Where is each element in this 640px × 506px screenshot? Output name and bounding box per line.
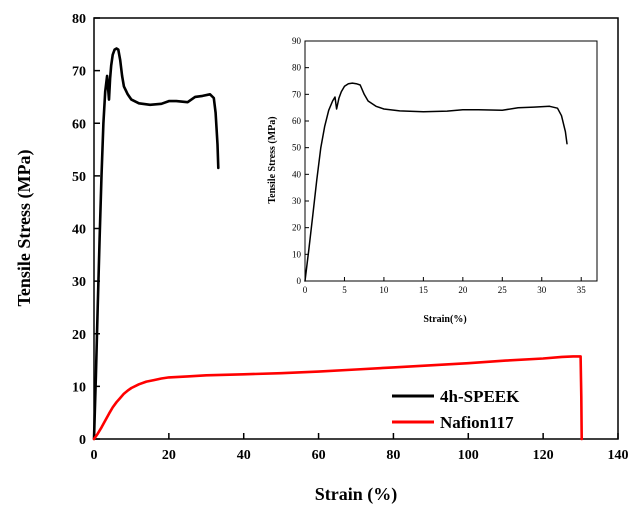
- inset-series-line-series-0: [304, 82, 568, 282]
- main-x-ticks: 0 20 40 60 80 100 120 140: [91, 433, 629, 463]
- inset-y-tick-label: 20: [292, 223, 302, 233]
- main-y-tick-label: 40: [72, 223, 86, 238]
- main-x-tick-label: 120: [533, 448, 554, 463]
- main-x-tick-label: 20: [162, 448, 176, 463]
- main-x-axis-label: Strain (%): [315, 484, 398, 505]
- main-x-tick-label: 140: [608, 448, 629, 463]
- inset-plot-frame: [304, 40, 598, 282]
- main-x-tick-label: 80: [386, 448, 400, 463]
- inset-y-tick-label: 40: [292, 169, 302, 179]
- main-x-tick-label: 60: [312, 448, 326, 463]
- inset-x-tick-label: 30: [537, 285, 547, 295]
- main-plot-frame: [93, 17, 619, 440]
- main-series-lines: [92, 47, 584, 441]
- main-y-tick-label: 70: [72, 65, 86, 80]
- inset-x-tick-label: 15: [419, 285, 429, 295]
- inset-x-tick-label: 10: [379, 285, 389, 295]
- inset-chart: 0 5 10 15 20 25 30 35 0 10 20 30 40 50 60 70 80 90 Strai…: [267, 36, 598, 325]
- inset-x-tick-label: 20: [458, 285, 468, 295]
- inset-x-axis-label: Strain(%): [423, 314, 466, 325]
- main-x-tick-label: 40: [237, 448, 251, 463]
- main-y-tick-label: 0: [79, 433, 86, 448]
- main-y-tick-label: 80: [72, 12, 86, 27]
- inset-y-tick-label: 70: [292, 89, 302, 99]
- main-y-tick-label: 60: [72, 117, 86, 132]
- inset-x-tick-label: 0: [303, 285, 308, 295]
- main-series-line-4h-speek: [92, 47, 220, 441]
- main-series-line-nafion117: [92, 355, 584, 441]
- main-x-tick-label: 0: [91, 448, 98, 463]
- legend-label-4h-speek: 4h-SPEEK: [440, 387, 520, 406]
- main-y-tick-label: 20: [72, 328, 86, 343]
- main-y-tick-label: 30: [72, 275, 86, 290]
- main-y-axis-label: Tensile Stress (MPa): [14, 150, 35, 307]
- inset-x-tick-label: 5: [342, 285, 347, 295]
- inset-y-tick-label: 80: [292, 63, 302, 73]
- inset-y-ticks: 0 10 20 30 40 50 60 70 80 90: [292, 36, 309, 286]
- main-x-tick-label: 100: [458, 448, 479, 463]
- inset-y-tick-label: 0: [297, 276, 302, 286]
- main-y-tick-label: 50: [72, 170, 86, 185]
- inset-y-tick-label: 50: [292, 143, 302, 153]
- inset-y-tick-label: 60: [292, 116, 302, 126]
- inset-y-tick-label: 10: [292, 249, 302, 259]
- inset-x-tick-label: 25: [498, 285, 508, 295]
- legend-label-nafion117: Nafion117: [440, 413, 514, 432]
- inset-y-tick-label: 30: [292, 196, 302, 206]
- inset-x-tick-label: 35: [577, 285, 587, 295]
- main-y-tick-label: 10: [72, 380, 86, 395]
- inset-y-tick-label: 90: [292, 36, 302, 46]
- inset-series-lines: [304, 82, 568, 282]
- inset-x-ticks: 0 5 10 15 20 25 30 35: [303, 277, 586, 295]
- legend: 4h-SPEEK Nafion117: [392, 387, 520, 432]
- inset-y-axis-label: Tensile Stress (MPa): [267, 116, 278, 203]
